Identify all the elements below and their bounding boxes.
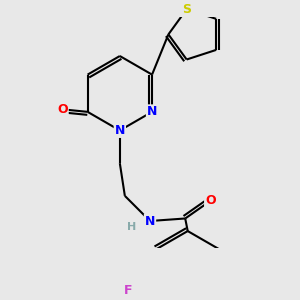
Text: H: H [127, 222, 136, 232]
Text: F: F [124, 284, 133, 297]
Text: O: O [205, 194, 216, 207]
Text: N: N [115, 124, 125, 137]
Text: S: S [182, 3, 191, 16]
Text: N: N [147, 105, 157, 118]
Text: N: N [145, 214, 155, 227]
Text: O: O [57, 103, 68, 116]
